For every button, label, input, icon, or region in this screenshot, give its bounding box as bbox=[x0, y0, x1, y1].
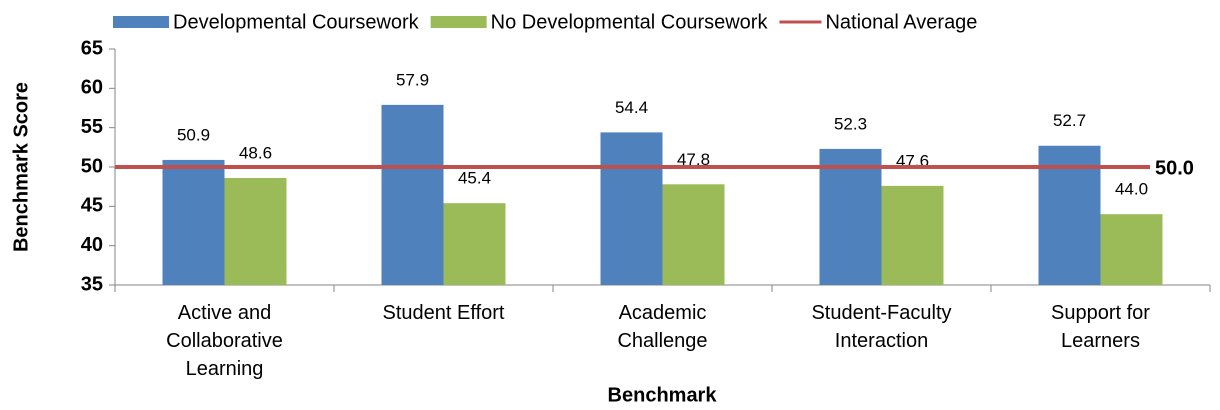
y-tick-label: 65 bbox=[81, 37, 103, 59]
x-tick-label: Academic Challenge bbox=[617, 302, 708, 352]
legend-swatch bbox=[113, 16, 169, 28]
y-tick-label: 40 bbox=[81, 234, 103, 256]
bar bbox=[881, 185, 944, 285]
data-label: 48.6 bbox=[239, 143, 272, 162]
bar bbox=[381, 104, 444, 285]
legend-label: National Average bbox=[825, 11, 977, 33]
bar bbox=[443, 203, 506, 285]
reference-label: 50.0 bbox=[1155, 157, 1194, 179]
y-tick-label: 55 bbox=[81, 116, 103, 138]
data-label: 47.8 bbox=[677, 150, 710, 169]
y-axis-title: Benchmark Score bbox=[10, 82, 32, 252]
x-tick-label: Student-Faculty Interaction bbox=[811, 302, 952, 352]
data-label: 52.7 bbox=[1053, 111, 1086, 130]
y-tick-label: 35 bbox=[81, 273, 103, 295]
bar bbox=[662, 184, 725, 285]
bar bbox=[1100, 214, 1163, 285]
y-tick-label: 50 bbox=[81, 155, 103, 177]
legend-label: Developmental Coursework bbox=[173, 11, 420, 33]
x-axis-title: Benchmark bbox=[608, 384, 718, 406]
y-tick-label: 45 bbox=[81, 195, 103, 217]
bar bbox=[162, 159, 225, 285]
data-label: 52.3 bbox=[834, 114, 867, 133]
x-tick-label: Active and Collaborative Learning bbox=[166, 302, 283, 380]
data-label: 44.0 bbox=[1115, 180, 1148, 199]
y-tick-label: 60 bbox=[81, 77, 103, 99]
data-label: 50.9 bbox=[177, 125, 210, 144]
bar bbox=[224, 178, 287, 285]
bar bbox=[600, 132, 663, 285]
legend-label: No Developmental Coursework bbox=[491, 11, 769, 33]
x-tick-label: Student Effort bbox=[382, 302, 505, 324]
bar bbox=[819, 148, 882, 285]
data-label: 57.9 bbox=[396, 70, 429, 89]
data-label: 54.4 bbox=[615, 98, 648, 117]
data-label: 45.4 bbox=[458, 169, 491, 188]
x-tick-label: Support for Learners bbox=[1051, 302, 1150, 352]
legend-swatch bbox=[430, 16, 487, 28]
